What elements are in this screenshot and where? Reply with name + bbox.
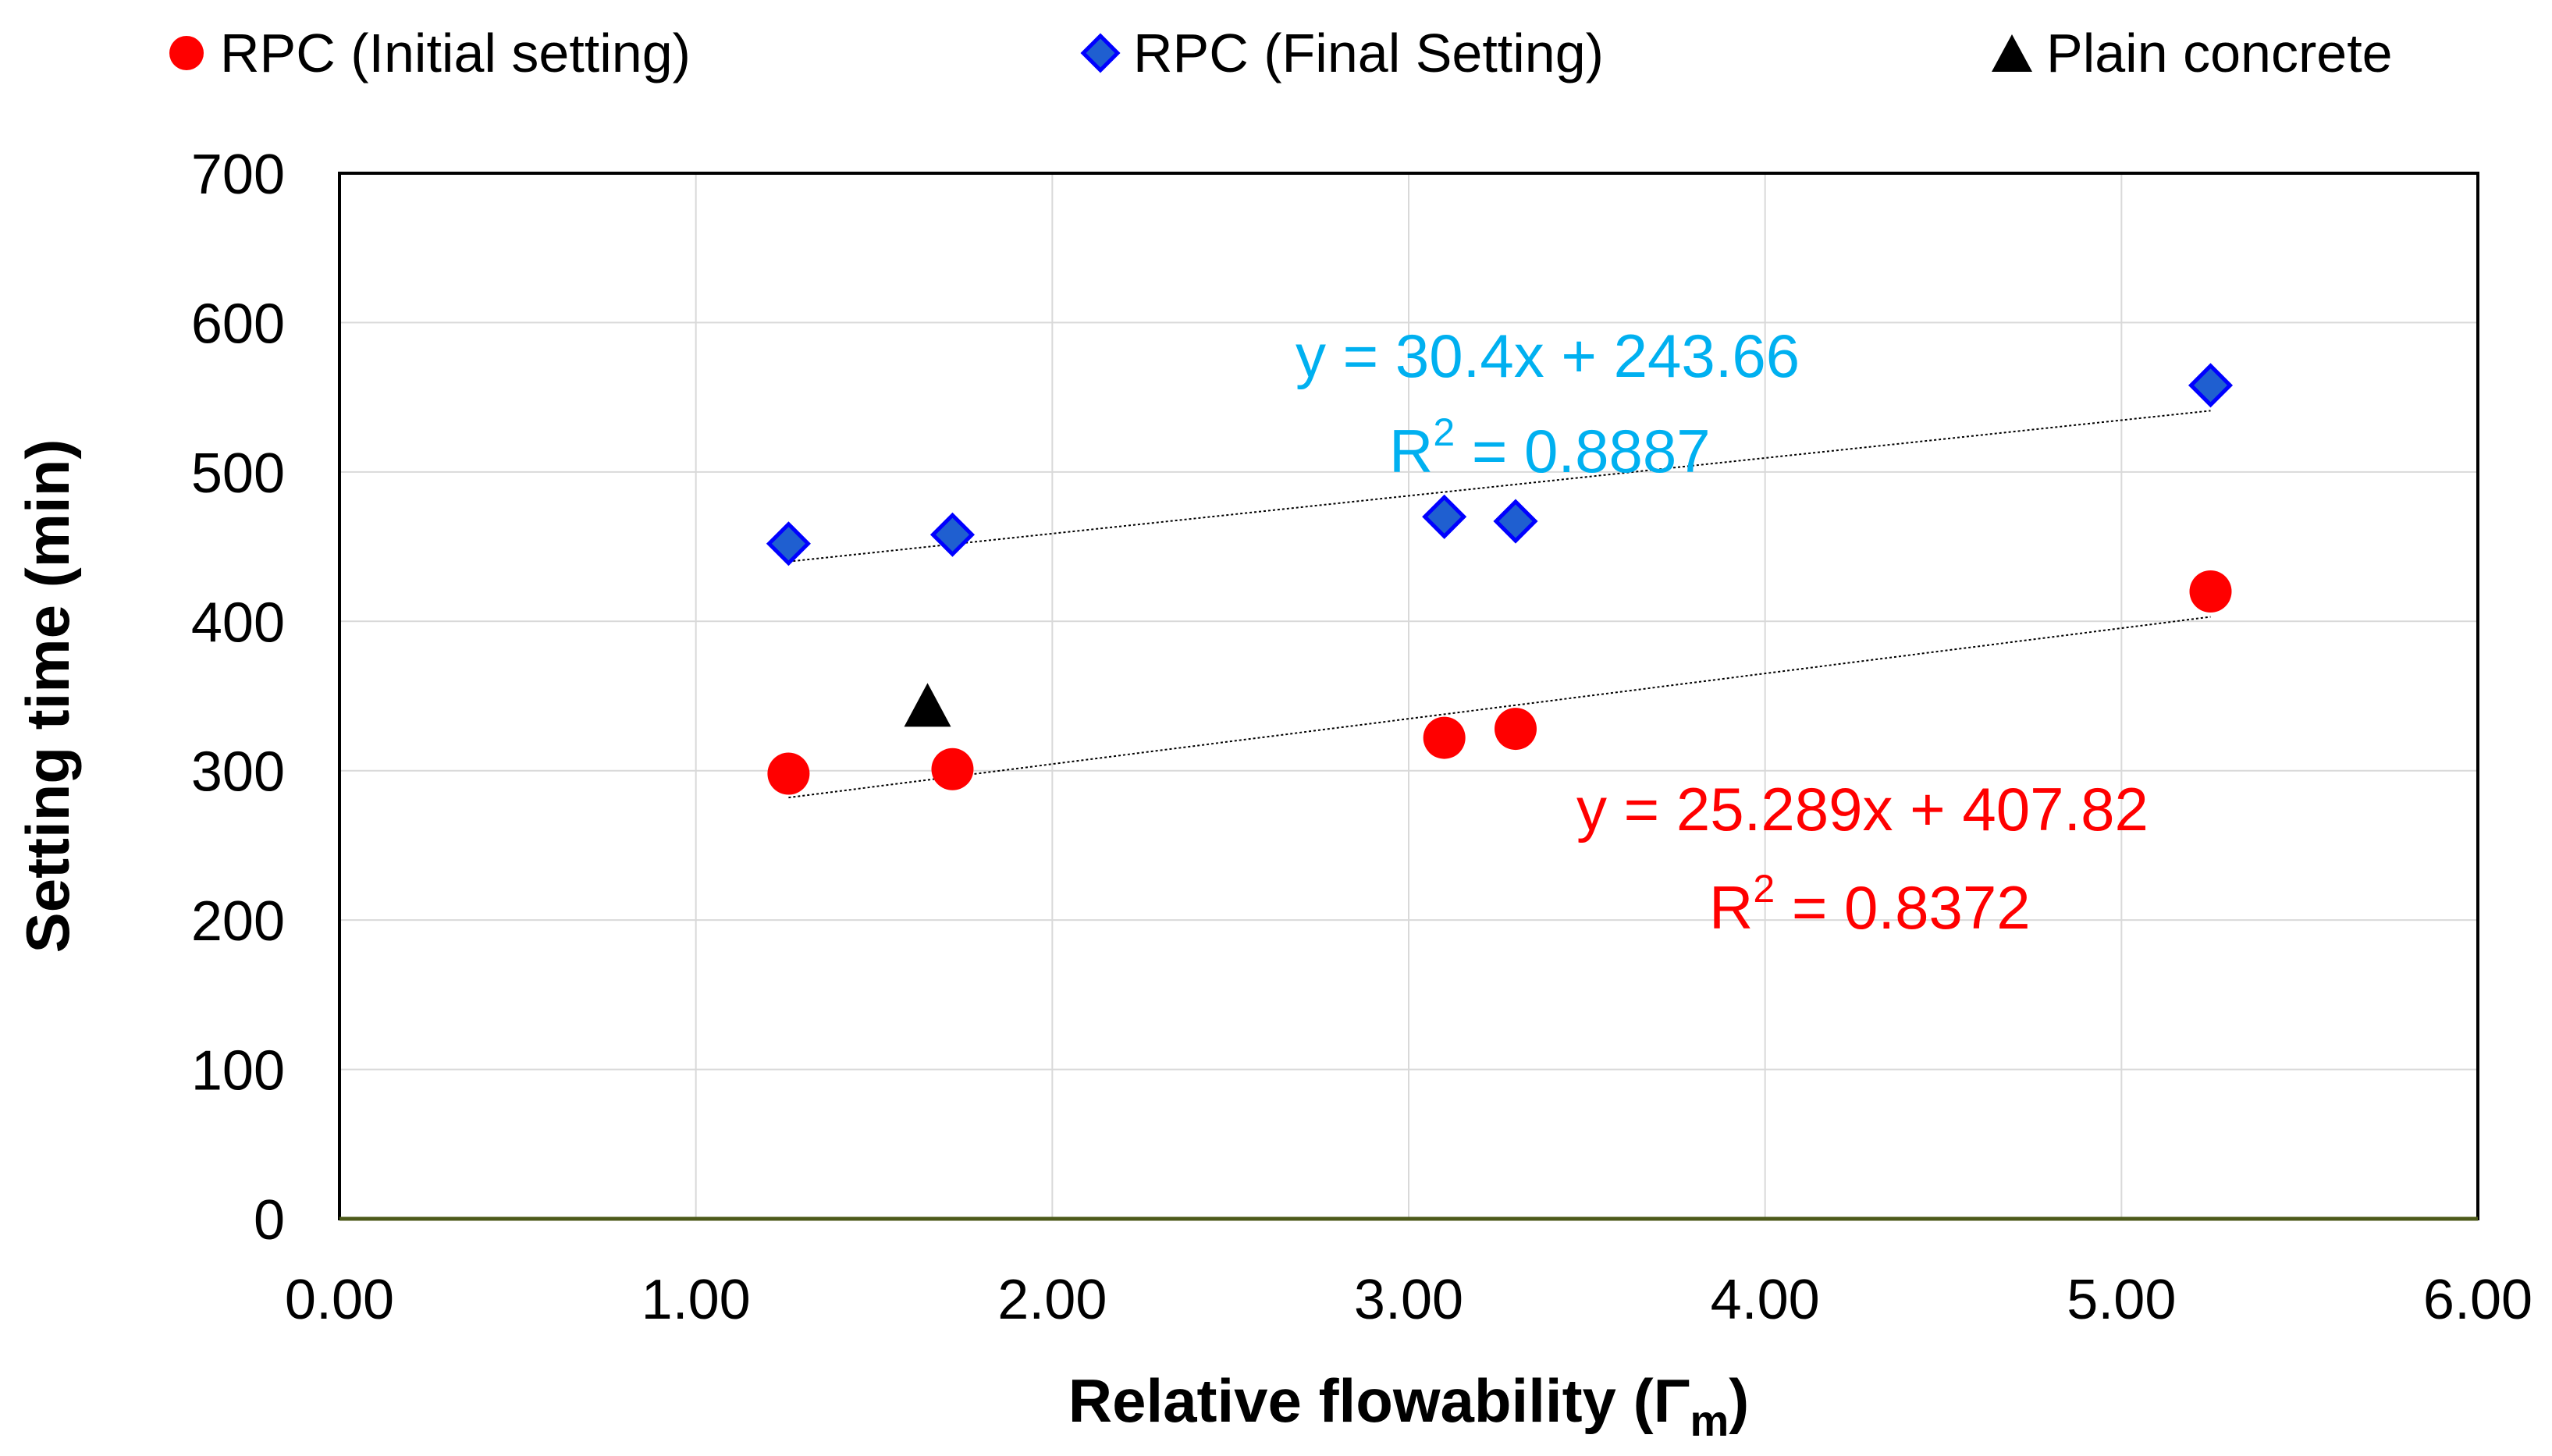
trendline	[788, 410, 2211, 563]
x-axis-title: Relative flowability (Γm)	[1068, 1366, 1750, 1445]
y-tick-label: 0	[254, 1189, 285, 1252]
data-points	[766, 363, 2234, 795]
initial-setting-point	[1423, 716, 1466, 759]
trendline	[788, 616, 2211, 799]
legend-initial-marker	[169, 36, 204, 70]
legend-initial-label: RPC (Initial setting)	[220, 23, 691, 83]
trendlines	[788, 410, 2211, 799]
x-tick-label: 3.00	[1354, 1269, 1463, 1331]
legend-final-marker	[1080, 33, 1121, 73]
initial-setting-point	[1495, 708, 1537, 751]
y-tick-labels: 0 100 200 300 400 500 600 700	[191, 144, 285, 1252]
final-setting-equation: y = 30.4x + 243.66	[1296, 321, 1800, 390]
legend: RPC (Initial setting) RPC (Final Setting…	[169, 23, 2393, 83]
y-tick-label: 700	[191, 144, 285, 206]
final-setting-r2: R2 = 0.8887	[1389, 410, 1711, 485]
final-setting-point	[2188, 363, 2234, 408]
final-setting-point	[766, 521, 811, 566]
legend-final-label: RPC (Final Setting)	[1133, 23, 1604, 83]
final-setting-point	[1422, 494, 1467, 539]
initial-setting-point	[767, 752, 810, 795]
x-tick-label: 1.00	[642, 1269, 751, 1331]
y-tick-label: 400	[191, 591, 285, 654]
gridlines	[339, 173, 2478, 1219]
plain-concrete-point	[904, 683, 951, 727]
initial-setting-r2: R2 = 0.8372	[1709, 867, 2031, 942]
final-setting-point	[929, 512, 976, 557]
x-tick-label: 4.00	[1711, 1269, 1820, 1331]
x-tick-label: 2.00	[997, 1269, 1107, 1331]
initial-setting-point	[931, 748, 974, 790]
initial-setting-equation: y = 25.289x + 407.82	[1576, 775, 2149, 843]
y-tick-label: 500	[191, 442, 285, 505]
y-tick-label: 600	[191, 293, 285, 355]
initial-setting-point	[2189, 570, 2232, 613]
final-setting-point	[1493, 499, 1538, 544]
y-tick-label: 200	[191, 890, 285, 953]
y-tick-label: 300	[191, 741, 285, 804]
x-tick-label: 6.00	[2423, 1269, 2532, 1331]
y-axis-title: Setting time (min)	[13, 439, 82, 954]
x-tick-label: 0.00	[285, 1269, 394, 1331]
x-tick-label: 5.00	[2067, 1269, 2176, 1331]
y-tick-label: 100	[191, 1040, 285, 1103]
legend-plain-label: Plain concrete	[2046, 23, 2393, 83]
x-tick-labels: 0.00 1.00 2.00 3.00 4.00 5.00 6.00	[285, 1269, 2532, 1331]
legend-plain-marker	[1992, 34, 2032, 72]
